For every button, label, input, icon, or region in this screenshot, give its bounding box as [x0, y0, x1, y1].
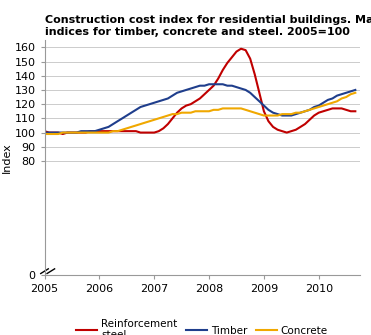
Reinforcement
steel: [225, 61, 230, 65]
Timber: [207, 82, 211, 86]
Reinforcement
steel: [348, 109, 353, 113]
Timber: [65, 131, 70, 135]
Reinforcement
steel: [42, 129, 47, 133]
Reinforcement
steel: [353, 109, 358, 113]
Timber: [348, 89, 353, 93]
Concrete: [65, 131, 70, 135]
Timber: [42, 131, 47, 135]
Timber: [143, 104, 147, 108]
Reinforcement
steel: [60, 132, 65, 136]
Timber: [102, 126, 106, 130]
Reinforcement
steel: [70, 131, 74, 135]
Reinforcement
steel: [239, 47, 243, 51]
Line: Concrete: Concrete: [45, 93, 355, 134]
Reinforcement
steel: [289, 129, 293, 133]
Concrete: [83, 131, 88, 135]
Timber: [225, 84, 230, 88]
Line: Reinforcement
steel: Reinforcement steel: [45, 49, 355, 134]
Timber: [147, 102, 152, 106]
Text: Construction cost index for residential buildings. Material
indices for timber, : Construction cost index for residential …: [45, 15, 371, 37]
Y-axis label: Index: Index: [1, 142, 12, 173]
Line: Timber: Timber: [45, 84, 355, 133]
Reinforcement
steel: [106, 129, 111, 133]
Reinforcement
steel: [97, 129, 102, 133]
Concrete: [220, 107, 225, 111]
Concrete: [42, 132, 47, 136]
Concrete: [147, 119, 152, 123]
Concrete: [143, 121, 147, 125]
Concrete: [353, 91, 358, 95]
Timber: [353, 88, 358, 92]
Legend: Reinforcement
steel, Timber, Concrete: Reinforcement steel, Timber, Concrete: [72, 315, 332, 335]
Concrete: [102, 131, 106, 135]
